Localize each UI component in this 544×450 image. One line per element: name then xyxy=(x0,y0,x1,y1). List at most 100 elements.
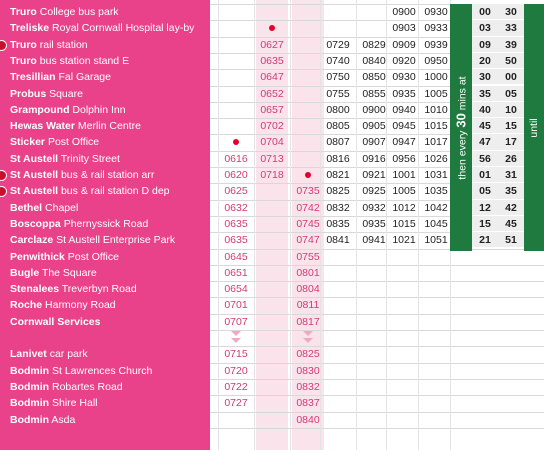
minute-value: 40 xyxy=(479,103,491,116)
departure-time: 0830 xyxy=(296,364,320,377)
stop-place: bus & rail station D dep xyxy=(60,185,170,198)
stop-town: Cornwall Services xyxy=(10,315,101,328)
departure-time: 0850 xyxy=(362,71,386,84)
row-divider xyxy=(210,69,544,71)
column-divider xyxy=(320,0,321,450)
departure-time: 0933 xyxy=(424,22,448,35)
departure-time: 1015 xyxy=(392,217,416,230)
departure-time: 0939 xyxy=(424,38,448,51)
departure-time: 0727 xyxy=(224,397,248,410)
row-divider xyxy=(210,313,544,315)
minute-value: 56 xyxy=(479,152,491,165)
minutes-row xyxy=(472,85,524,102)
departure-time: 0840 xyxy=(362,54,386,67)
column-divider xyxy=(218,0,219,450)
minutes-row xyxy=(472,101,524,119)
stop-place: Shire Hall xyxy=(52,397,98,410)
departure-time: 1005 xyxy=(392,185,416,198)
stop-town: Bodmin xyxy=(10,397,50,410)
row-divider xyxy=(210,248,544,250)
departure-time: 0921 xyxy=(362,169,386,181)
row-divider xyxy=(210,183,544,185)
departure-time: 1012 xyxy=(392,201,416,214)
departure-time: 0647 xyxy=(260,71,284,84)
stop-town: Sticker xyxy=(10,136,46,149)
departure-time: 0742 xyxy=(296,201,320,214)
stop-place: Post Office xyxy=(47,136,100,149)
departure-time: 0729 xyxy=(326,38,350,51)
departure-time: 0713 xyxy=(260,152,284,165)
stop-town: Lanivet xyxy=(10,348,47,361)
stop-row xyxy=(0,330,210,346)
stop-row: Probus Square xyxy=(0,86,210,102)
departure-time: 0755 xyxy=(296,250,320,263)
continues-arrow-icon xyxy=(303,338,313,343)
minute-value: 31 xyxy=(505,169,517,181)
school-service-column xyxy=(256,0,288,450)
stop-row: Truro College bus park xyxy=(0,4,210,20)
departure-time: 0625 xyxy=(224,185,248,198)
stop-town: Truro xyxy=(10,54,37,67)
departure-time: 1031 xyxy=(424,169,448,181)
stop-row: Stenalees Treverbyn Road xyxy=(0,281,210,297)
departure-time: 1051 xyxy=(424,234,448,247)
row-divider xyxy=(210,427,544,429)
departure-time: 0704 xyxy=(260,136,284,149)
departure-time: 0956 xyxy=(392,152,416,165)
departure-time: 0811 xyxy=(296,299,320,312)
stop-place: Asda xyxy=(51,413,76,426)
minutes-past-hour: 00 30 03 33 09 39 20 50 30 00 35 05 40 10 45 15 47 17 56 26… xyxy=(472,4,524,251)
continues-arrow-icon xyxy=(231,338,241,343)
minute-value: 20 xyxy=(479,54,491,67)
departure-time: 0702 xyxy=(260,120,284,133)
stop-place: College bus park xyxy=(39,6,119,18)
stop-town: Bethel xyxy=(10,201,43,214)
stop-row: Roche Harmony Road xyxy=(0,297,210,313)
stop-row: Tresillian Fal Garage xyxy=(0,69,210,85)
departure-time: 1026 xyxy=(424,152,448,165)
stop-row: Lanivet car park xyxy=(0,346,210,362)
stop-place: Post Office xyxy=(67,250,119,263)
stop-row: Sticker Post Office xyxy=(0,134,210,150)
minute-value: 00 xyxy=(505,71,517,84)
departure-time: 0855 xyxy=(362,87,386,100)
row-divider xyxy=(210,297,544,299)
minutes-row xyxy=(472,118,524,135)
stop-row: Grampound Dolphin Inn xyxy=(0,102,210,118)
minutes-row xyxy=(472,167,524,184)
departure-time: 1010 xyxy=(424,103,448,116)
minute-value: 17 xyxy=(505,136,517,149)
stop-place: The Square xyxy=(41,266,97,279)
stop-town: Bugle xyxy=(10,266,40,279)
stop-row: Penwithick Post Office xyxy=(0,249,210,265)
until-band: until xyxy=(524,4,544,251)
departure-time: 0907 xyxy=(362,136,386,149)
departure-time: 0645 xyxy=(224,250,248,263)
minute-value: 45 xyxy=(479,120,491,133)
row-divider xyxy=(210,150,544,152)
until-text: until xyxy=(528,117,540,138)
minute-value: 26 xyxy=(505,152,517,165)
stop-place: Robartes Road xyxy=(52,380,123,393)
rail-interchange-icon xyxy=(0,186,7,198)
minute-value: 03 xyxy=(479,22,491,35)
minute-value: 39 xyxy=(505,38,517,51)
minutes-row xyxy=(472,20,524,37)
departure-time: 0635 xyxy=(260,54,284,67)
departure-time: 0920 xyxy=(392,54,416,67)
stop-place: St Austell Enterprise Park xyxy=(56,234,176,247)
departure-time: 0821 xyxy=(326,169,350,181)
stop-town: St Austell xyxy=(10,169,59,181)
departure-time: 0900 xyxy=(392,6,416,18)
departure-time: 0722 xyxy=(224,380,248,393)
minute-value: 05 xyxy=(479,185,491,198)
minute-value: 35 xyxy=(479,87,491,100)
minute-value: 42 xyxy=(505,201,517,214)
departure-time: 0900 xyxy=(362,103,386,116)
time-point-dot xyxy=(305,172,311,178)
departure-time: 0620 xyxy=(224,169,248,181)
minute-value: 01 xyxy=(479,169,491,181)
row-divider xyxy=(210,134,544,136)
frequency-text: then every xyxy=(456,127,469,180)
frequency-text-end: mins at xyxy=(456,75,469,113)
